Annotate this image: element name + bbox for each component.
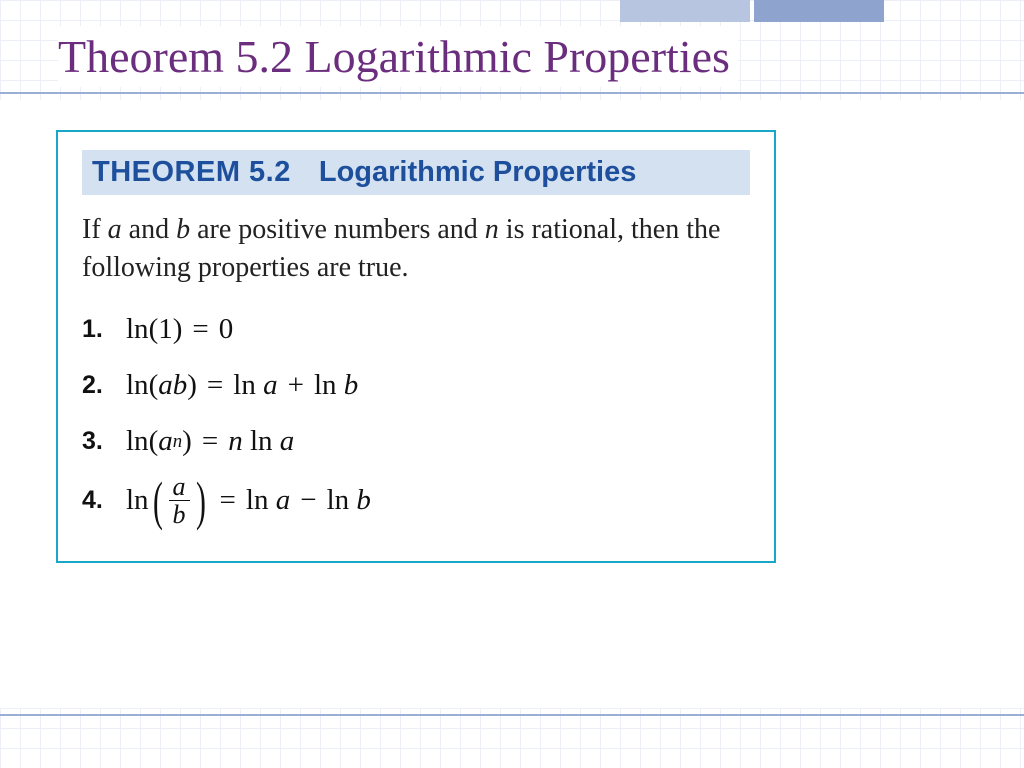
slide-title: Theorem 5.2 Logarithmic Properties	[58, 26, 738, 87]
theorem-header: THEOREM 5.2 Logarithmic Properties	[82, 150, 750, 195]
theorem-title: Logarithmic Properties	[319, 156, 636, 188]
decorative-block	[754, 0, 884, 22]
intro-text: are positive numbers and	[190, 214, 485, 245]
property-number: 3.	[82, 427, 126, 456]
property-expression: ln(ab)=ln a−ln b	[126, 473, 371, 529]
decorative-block	[620, 0, 750, 22]
property-expression: ln(1)=0	[126, 313, 233, 346]
property-number: 4.	[82, 486, 126, 515]
intro-text: and	[122, 214, 176, 245]
theorem-box: THEOREM 5.2 Logarithmic Properties If a a…	[56, 130, 776, 563]
property-item: 4. ln(ab)=ln a−ln b	[82, 473, 750, 529]
property-list: 1. ln(1)=0 2. ln(ab)=ln a+ln b 3. ln(an)…	[82, 305, 750, 529]
intro-var-n: n	[485, 214, 499, 245]
property-item: 2. ln(ab)=ln a+ln b	[82, 361, 750, 411]
intro-var-a: a	[108, 214, 122, 245]
decorative-top-blocks	[620, 0, 884, 22]
property-item: 3. ln(an)=n ln a	[82, 417, 750, 467]
bottom-border-rule	[0, 714, 1024, 716]
intro-var-b: b	[176, 214, 190, 245]
theorem-number: THEOREM 5.2	[92, 156, 291, 188]
property-number: 1.	[82, 315, 126, 344]
property-item: 1. ln(1)=0	[82, 305, 750, 355]
title-underline	[0, 92, 1024, 94]
property-expression: ln(an)=n ln a	[126, 425, 294, 458]
background-grid-bottom	[0, 708, 1024, 768]
intro-text: If	[82, 214, 108, 245]
theorem-intro: If a and b are positive numbers and n is…	[82, 211, 750, 287]
property-number: 2.	[82, 371, 126, 400]
property-expression: ln(ab)=ln a+ln b	[126, 369, 358, 402]
